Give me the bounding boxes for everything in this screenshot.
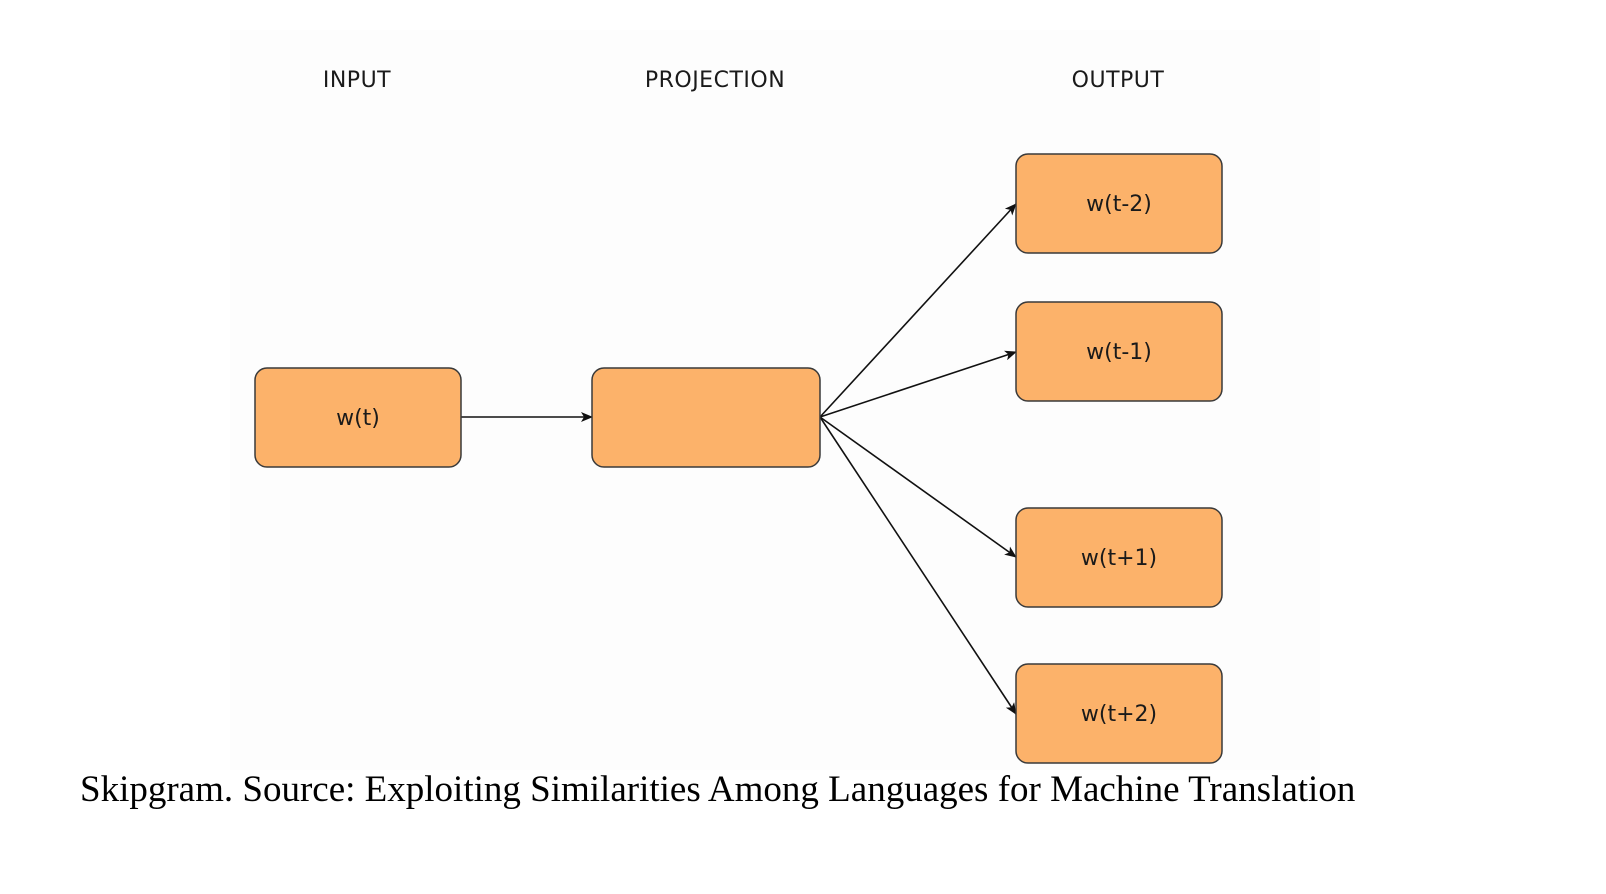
output-node-w-t-plus-1: w(t+1) — [1015, 507, 1223, 608]
output-node-label: w(t+2) — [1081, 702, 1157, 727]
edge-projection-to-w-t-minus-1 — [819, 350, 1017, 418]
edge-projection-to-w-t-plus-1 — [819, 416, 1017, 558]
projection-node-box — [591, 367, 821, 468]
input-node: w(t) — [254, 367, 462, 468]
edge-projection-to-w-t-minus-2 — [819, 203, 1017, 418]
output-node-box — [1015, 507, 1223, 608]
output-node-w-t-minus-1: w(t-1) — [1015, 301, 1223, 402]
projection-node — [591, 367, 821, 468]
input-node-box — [254, 367, 462, 468]
output-node-label: w(t+1) — [1081, 546, 1157, 571]
column-label-output: OUTPUT — [1072, 68, 1165, 93]
output-node-box — [1015, 153, 1223, 254]
column-label-projection: PROJECTION — [645, 68, 785, 93]
edge-projection-to-w-t-plus-2 — [819, 416, 1017, 715]
output-node-w-t-plus-2: w(t+2) — [1015, 663, 1223, 764]
input-node-label: w(t) — [336, 406, 380, 431]
column-label-input: INPUT — [323, 68, 391, 93]
output-node-label: w(t-2) — [1086, 192, 1152, 217]
figure-caption: Skipgram. Source: Exploiting Similaritie… — [80, 769, 1356, 810]
output-node-w-t-minus-2: w(t-2) — [1015, 153, 1223, 254]
output-node-label: w(t-1) — [1086, 340, 1152, 365]
output-node-box — [1015, 301, 1223, 402]
output-node-box — [1015, 663, 1223, 764]
